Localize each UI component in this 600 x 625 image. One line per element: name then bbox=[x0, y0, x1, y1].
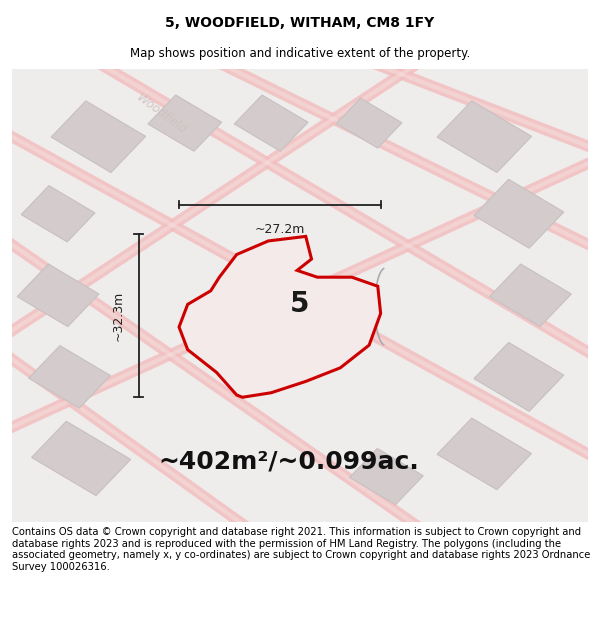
Polygon shape bbox=[336, 98, 402, 148]
Polygon shape bbox=[17, 264, 99, 327]
Text: 5: 5 bbox=[290, 291, 310, 318]
Text: 5, WOODFIELD, WITHAM, CM8 1FY: 5, WOODFIELD, WITHAM, CM8 1FY bbox=[166, 16, 434, 29]
Polygon shape bbox=[29, 346, 110, 408]
Polygon shape bbox=[179, 236, 380, 398]
Polygon shape bbox=[490, 264, 571, 327]
Polygon shape bbox=[51, 101, 146, 172]
Text: Contains OS data © Crown copyright and database right 2021. This information is : Contains OS data © Crown copyright and d… bbox=[12, 527, 590, 572]
Polygon shape bbox=[437, 418, 532, 490]
Text: ~27.2m: ~27.2m bbox=[254, 223, 305, 236]
Text: Map shows position and indicative extent of the property.: Map shows position and indicative extent… bbox=[130, 47, 470, 60]
Polygon shape bbox=[32, 421, 131, 496]
Polygon shape bbox=[474, 179, 564, 248]
Polygon shape bbox=[437, 101, 532, 172]
Polygon shape bbox=[21, 186, 95, 242]
Polygon shape bbox=[474, 342, 564, 411]
Text: Woodfield: Woodfield bbox=[134, 91, 189, 137]
Text: ~402m²/~0.099ac.: ~402m²/~0.099ac. bbox=[158, 449, 419, 473]
Polygon shape bbox=[148, 95, 221, 151]
Text: ~32.3m: ~32.3m bbox=[112, 291, 125, 341]
Polygon shape bbox=[235, 95, 308, 151]
Polygon shape bbox=[350, 449, 423, 504]
